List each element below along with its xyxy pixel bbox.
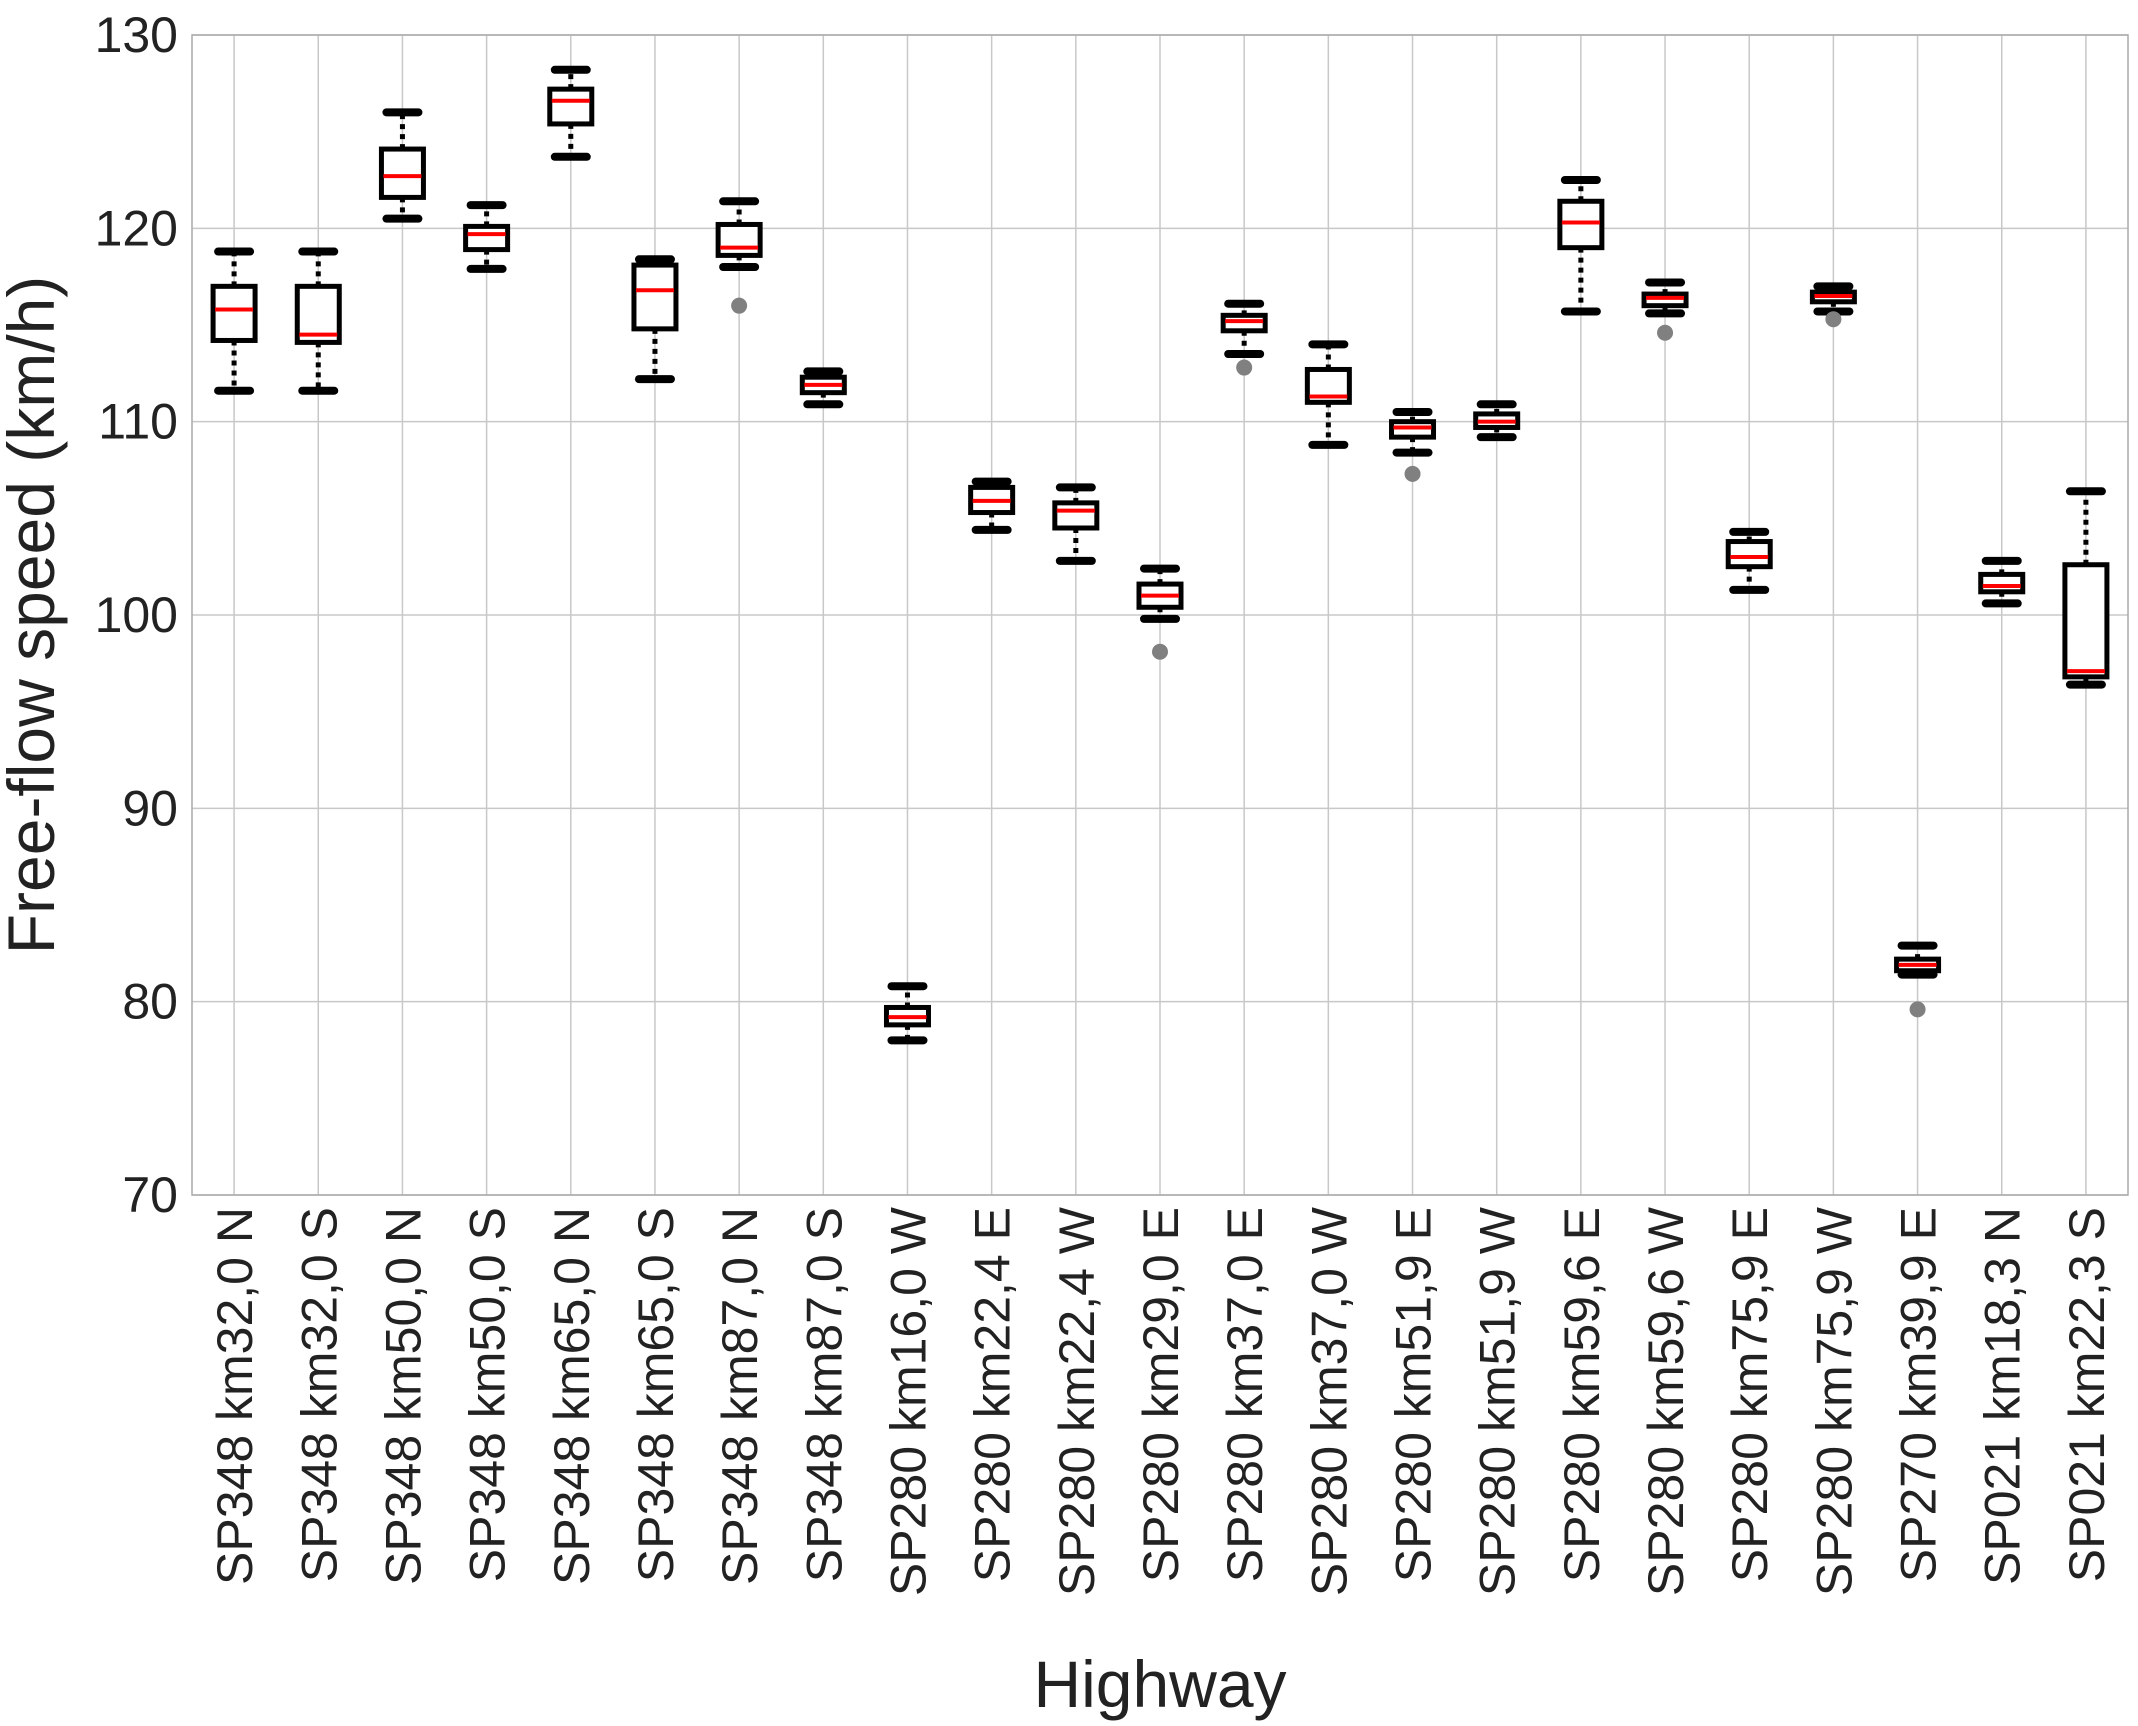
x-tick-label: SP270 km39,9 E: [1891, 1207, 1947, 1582]
x-tick-label: SP280 km59,6 W: [1638, 1206, 1694, 1596]
x-tick-label: SP348 km32,0 N: [207, 1207, 263, 1585]
iqr-box: [1725, 539, 1773, 570]
outlier-point: [1657, 324, 1674, 341]
iqr-box: [715, 221, 763, 258]
box-13: [1220, 299, 1268, 376]
x-tick-label: SP280 km22,4 E: [965, 1207, 1021, 1582]
box-22: [1978, 556, 2026, 608]
iqr-box: [1052, 500, 1100, 531]
x-tick-label: SP348 km32,0 S: [291, 1207, 347, 1582]
outlier-point: [731, 297, 748, 314]
box-20: [1809, 282, 1857, 328]
iqr-box: [210, 283, 258, 343]
box-11: [1052, 483, 1100, 565]
x-tick-label: SP280 km75,9 E: [1722, 1207, 1778, 1582]
x-tick-label: SP280 km37,0 W: [1301, 1206, 1357, 1596]
x-tick-label: SP280 km37,0 E: [1217, 1207, 1273, 1582]
x-tick-label: SP280 km75,9 W: [1806, 1206, 1862, 1596]
box-6: [631, 255, 679, 384]
box-4: [463, 201, 511, 273]
box-9: [883, 982, 931, 1045]
outlier-point: [1152, 643, 1168, 660]
box-16: [1473, 400, 1521, 442]
y-axis-title: Free-flow speed (km/h): [0, 276, 68, 955]
x-tick-label: SP348 km87,0 S: [796, 1207, 852, 1582]
y-axis-ticks: 70 80 90 100 110 120 130: [95, 7, 178, 1223]
iqr-box: [547, 86, 595, 127]
box-2: [294, 247, 342, 395]
y-tick-label: 100: [95, 587, 178, 643]
y-tick-label: 110: [98, 394, 178, 450]
x-tick-label: SP280 km51,9 W: [1470, 1206, 1526, 1596]
box-8: [799, 367, 847, 409]
grid-lines: [192, 34, 2128, 1196]
outlier-point: [1236, 359, 1253, 376]
iqr-box: [463, 223, 511, 253]
outlier-point: [1909, 1001, 1926, 1018]
y-tick-label: 70: [122, 1167, 178, 1223]
box-19: [1725, 527, 1773, 594]
x-tick-label: SP280 km16,0 W: [880, 1206, 936, 1596]
x-tick-label: SP348 km87,0 N: [712, 1207, 768, 1585]
box-14: [1304, 340, 1352, 449]
iqr-box: [1978, 571, 2026, 595]
x-tick-label: SP348 km65,0 N: [544, 1207, 600, 1585]
outlier-point: [1404, 465, 1421, 482]
box-23: [2062, 487, 2110, 689]
x-tick-label: SP280 km51,9 E: [1386, 1207, 1442, 1582]
x-tick-label: SP280 km22,4 W: [1049, 1206, 1105, 1596]
box-1: [210, 247, 258, 395]
x-axis-ticks: SP348 km32,0 N SP348 km32,0 S SP348 km50,0…: [207, 1206, 2115, 1596]
x-tick-label: SP348 km50,0 S: [460, 1207, 516, 1582]
box-12: [1136, 564, 1184, 660]
x-tick-label: SP280 km59,6 E: [1554, 1207, 1610, 1582]
x-tick-label: SP348 km50,0 N: [375, 1207, 431, 1585]
outlier-point: [1825, 311, 1842, 328]
iqr-box: [2062, 562, 2110, 680]
box-7: [715, 197, 763, 314]
y-tick-label: 120: [95, 200, 178, 256]
box-15: [1389, 408, 1437, 482]
box-3: [378, 108, 426, 223]
box-series: [210, 65, 2110, 1045]
plot-frame: [191, 34, 2129, 1196]
iqr-box: [631, 262, 679, 332]
iqr-box: [378, 146, 426, 200]
box-21: [1894, 941, 1942, 1018]
x-tick-label: SP021 km22,3 S: [2059, 1207, 2115, 1582]
box-10: [968, 477, 1016, 534]
x-axis-title: Highway: [1033, 1647, 1286, 1721]
y-tick-label: 80: [122, 974, 178, 1030]
box-18: [1641, 278, 1689, 341]
y-tick-label: 90: [122, 780, 178, 836]
x-tick-label: SP348 km65,0 S: [628, 1207, 684, 1582]
box-17: [1557, 176, 1605, 316]
box-5: [547, 65, 595, 161]
y-tick-label: 130: [95, 7, 178, 63]
x-tick-label: SP280 km29,0 E: [1133, 1207, 1189, 1582]
x-tick-label: SP021 km18,3 N: [1975, 1207, 2031, 1585]
